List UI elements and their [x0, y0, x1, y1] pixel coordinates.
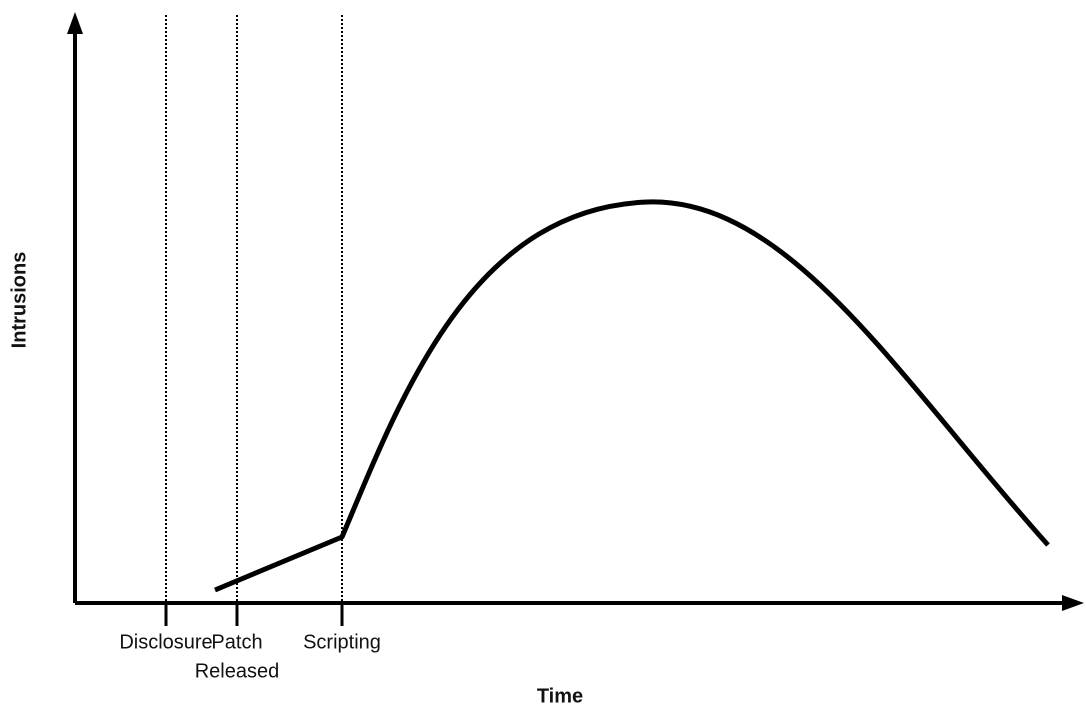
- intrusion-curve: [214, 199, 1050, 593]
- y-axis-arrow: [67, 12, 83, 34]
- event-label: Scripting: [303, 631, 381, 653]
- event-label: Disclosure: [119, 631, 212, 653]
- x-axis-arrow: [1062, 595, 1084, 611]
- event-label: Released: [195, 660, 280, 682]
- x-axis-label: Time: [537, 685, 583, 707]
- y-axis-label: Intrusions: [8, 252, 30, 349]
- event-label: Patch: [211, 631, 262, 653]
- axes: [73, 28, 1068, 605]
